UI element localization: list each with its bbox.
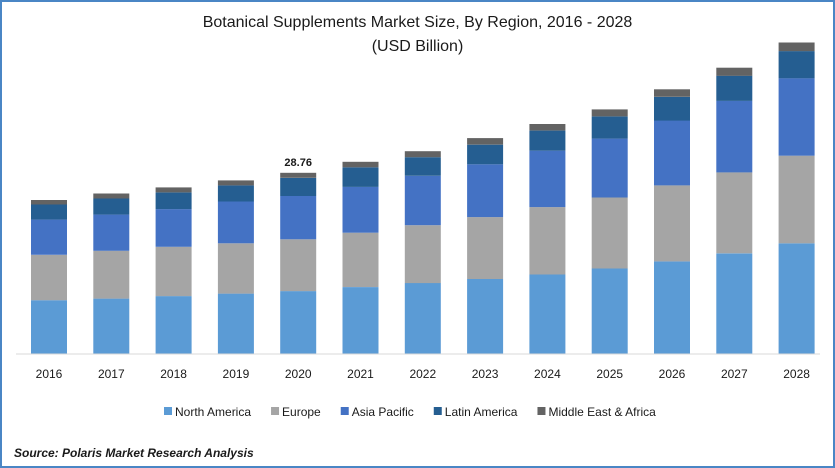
bar-segment-latin-america-2022 [404,157,441,176]
bar-segment-asia-pacific-2023 [467,164,504,218]
bar-segment-asia-pacific-2025 [591,138,628,198]
bar-segment-latin-america-2016 [31,204,67,220]
bar-segment-europe-2016 [31,254,67,301]
bar-segment-middle-east-and-africa-2027 [716,67,753,76]
bar-segment-latin-america-2020 [280,177,317,196]
bar-segment-middle-east-and-africa-2023 [467,138,504,145]
x-tick-label: 2023 [472,367,499,381]
bar-segment-middle-east-and-africa-2022 [404,151,441,158]
bar-segment-north-america-2024 [529,274,566,354]
bar-segment-asia-pacific-2024 [529,150,566,208]
bar-segment-europe-2017 [93,250,130,299]
bar-segment-north-america-2022 [404,283,441,354]
bar-segment-north-america-2018 [155,296,192,354]
legend-label-latin-america: Latin America [445,405,518,419]
chart-legend: North America Europe Asia Pacific Latin Ame… [164,405,656,419]
bar-segment-europe-2021 [342,232,379,287]
bar-segment-asia-pacific-2018 [155,209,192,247]
legend-swatch-north-america [164,407,172,415]
bar-segment-europe-2025 [591,197,628,269]
bar-segment-asia-pacific-2021 [342,186,379,233]
bar-segment-asia-pacific-2027 [716,100,753,173]
bar-segment-latin-america-2021 [342,167,379,187]
bar-segment-north-america-2025 [591,268,628,354]
x-tick-label: 2022 [409,367,436,381]
bar-segment-europe-2024 [529,207,566,275]
bar-segment-europe-2023 [467,217,504,279]
bar-segment-middle-east-and-africa-2021 [342,161,379,168]
legend-label-europe: Europe [282,405,321,419]
x-tick-label: 2027 [721,367,748,381]
bar-segment-latin-america-2018 [155,192,192,210]
bar-segment-latin-america-2024 [529,130,566,151]
bar-segment-latin-america-2028 [778,51,815,79]
bar-segment-europe-2019 [217,243,254,294]
bar-segment-middle-east-and-africa-2020 [280,172,317,178]
legend-swatch-middle-east-and-africa [537,407,546,415]
x-tick-label: 2018 [160,367,187,381]
bar-segment-middle-east-and-africa-2017 [93,193,130,199]
bar-segment-middle-east-and-africa-2028 [778,42,815,52]
bar-segment-asia-pacific-2016 [31,219,67,255]
bar-segment-europe-2022 [404,225,441,284]
bar-segment-middle-east-and-africa-2024 [529,124,566,131]
bar-segment-north-america-2021 [342,287,379,354]
bar-segment-north-america-2028 [778,243,815,354]
source-note: Source: Polaris Market Research Analysis [14,446,254,460]
legend-label-asia-pacific: Asia Pacific [352,405,414,419]
bar-segment-asia-pacific-2019 [217,201,254,244]
legend-swatch-europe [271,407,280,415]
bar-segment-latin-america-2026 [654,96,690,121]
bar-segment-middle-east-and-africa-2019 [217,180,254,186]
x-tick-label: 2016 [36,367,63,381]
bar-segment-asia-pacific-2020 [280,196,317,240]
bar-segment-middle-east-and-africa-2026 [654,89,690,97]
x-tick-label: 2017 [98,367,125,381]
x-tick-label: 2019 [223,367,250,381]
x-tick-label: 2025 [596,367,623,381]
bar-segment-asia-pacific-2026 [654,120,690,186]
legend-label-middle-east-and-africa: Middle East & Africa [548,405,656,419]
data-label-2020: 28.76 [284,157,312,169]
bar-segment-asia-pacific-2017 [93,214,130,251]
legend-swatch-asia-pacific [340,407,349,415]
x-tick-label: 2020 [285,367,312,381]
bar-segment-north-america-2020 [280,291,317,354]
legend-label-north-america: North America [175,405,251,419]
bar-segment-latin-america-2027 [716,75,753,101]
bar-segment-middle-east-and-africa-2018 [155,187,192,193]
legend-swatch-latin-america [433,407,442,415]
bar-segment-europe-2020 [280,239,317,292]
x-tick-label: 2026 [659,367,686,381]
bar-segment-north-america-2016 [31,300,67,354]
bar-segment-latin-america-2019 [217,185,254,202]
bar-segment-north-america-2023 [467,279,504,354]
bar-segment-north-america-2026 [654,261,690,354]
bar-segment-middle-east-and-africa-2016 [31,200,67,205]
x-tick-label: 2028 [783,367,810,381]
bar-segment-europe-2027 [716,172,753,254]
bar-segment-asia-pacific-2022 [404,175,441,226]
x-tick-label: 2024 [534,367,561,381]
bar-segment-middle-east-and-africa-2025 [591,109,628,117]
x-tick-label: 2021 [347,367,374,381]
bar-segment-europe-2028 [778,155,815,244]
bar-segment-north-america-2019 [217,293,254,354]
bar-segment-latin-america-2025 [591,116,628,139]
bar-segment-europe-2026 [654,185,690,262]
bar-segment-asia-pacific-2028 [778,78,815,156]
bar-segment-latin-america-2023 [467,144,504,165]
bar-segment-north-america-2027 [716,253,753,354]
chart-subtitle: (USD Billion) [371,38,464,55]
chart-title: Botanical Supplements Market Size, By Re… [202,14,633,31]
bar-segment-latin-america-2017 [93,198,130,215]
bar-segment-europe-2018 [155,246,192,297]
bar-segment-north-america-2017 [93,298,130,354]
